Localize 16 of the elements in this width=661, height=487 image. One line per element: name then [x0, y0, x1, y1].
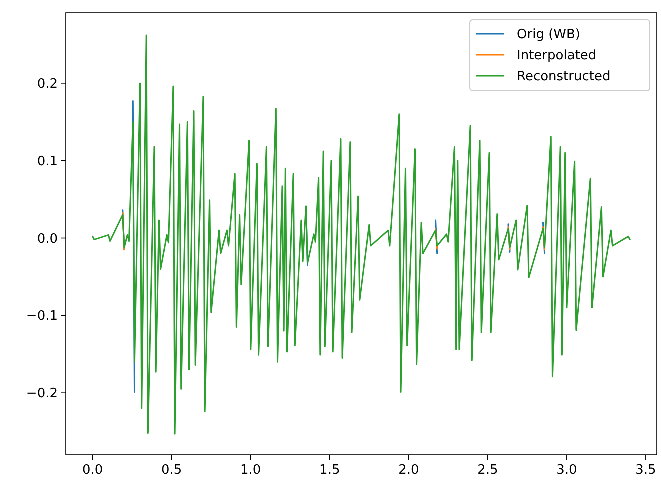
x-tick-label: 0.0: [82, 463, 104, 478]
legend-label: Orig (WB): [517, 28, 580, 43]
y-tick-label: 0.0: [37, 232, 58, 247]
x-tick-label: 1.0: [240, 463, 262, 478]
x-tick-label: 2.5: [478, 463, 498, 478]
y-tick-label: −0.2: [26, 386, 58, 402]
x-tick-label: 3.5: [636, 463, 656, 478]
y-tick-label: 0.1: [37, 154, 58, 170]
x-tick-label: 0.5: [162, 463, 182, 478]
x-tick-label: 2.0: [398, 463, 420, 478]
legend-label: Reconstructed: [517, 70, 611, 85]
x-tick-label: 3.0: [556, 463, 578, 478]
legend-label: Interpolated: [517, 48, 597, 64]
x-tick-label: 1.5: [320, 463, 340, 478]
y-tick-label: 0.2: [37, 76, 58, 92]
y-tick-label: −0.1: [26, 309, 58, 324]
